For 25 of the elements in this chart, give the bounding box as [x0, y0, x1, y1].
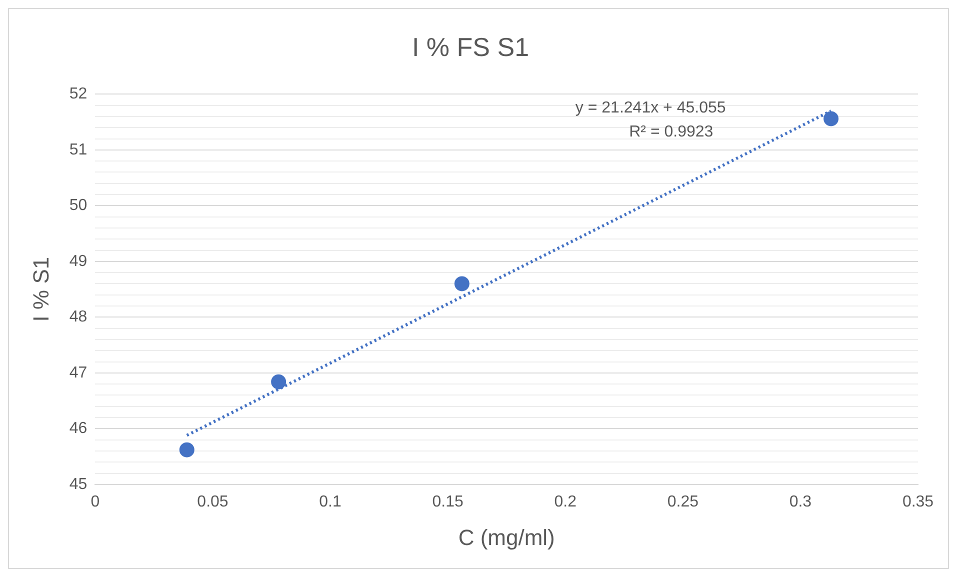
y-tick-label: 47: [69, 364, 88, 382]
x-tick-label: 0.05: [197, 493, 228, 510]
y-tick-label: 51: [69, 141, 88, 158]
x-tick-label: 0.25: [667, 493, 699, 510]
y-tick-label: 50: [69, 197, 88, 214]
y-tick-label: 48: [69, 308, 88, 326]
x-tick-label: 0.1: [319, 493, 342, 510]
annotation: R² = 0.9923: [629, 124, 714, 141]
annotation: y = 21.241x + 45.055: [575, 100, 726, 117]
y-tick-label: 52: [69, 86, 88, 103]
point: [824, 111, 839, 126]
point: [454, 276, 470, 292]
chart-title: I % FS S1: [412, 32, 530, 62]
y-tick-label: 45: [69, 476, 88, 493]
y-tick-label: 46: [69, 420, 88, 438]
x-axis-title: C (mg/ml): [458, 524, 555, 550]
x-tick-label: 0.35: [902, 493, 934, 510]
x-tick-label: 0: [90, 493, 100, 510]
x-tick-label: 0.3: [789, 493, 812, 510]
point: [271, 374, 286, 390]
point: [179, 442, 194, 458]
x-tick-label: 0.15: [432, 493, 464, 510]
x-tick-label: 0.2: [554, 493, 577, 510]
y-axis-title: I % S1: [28, 256, 54, 322]
y-tick-label: 49: [69, 252, 88, 270]
